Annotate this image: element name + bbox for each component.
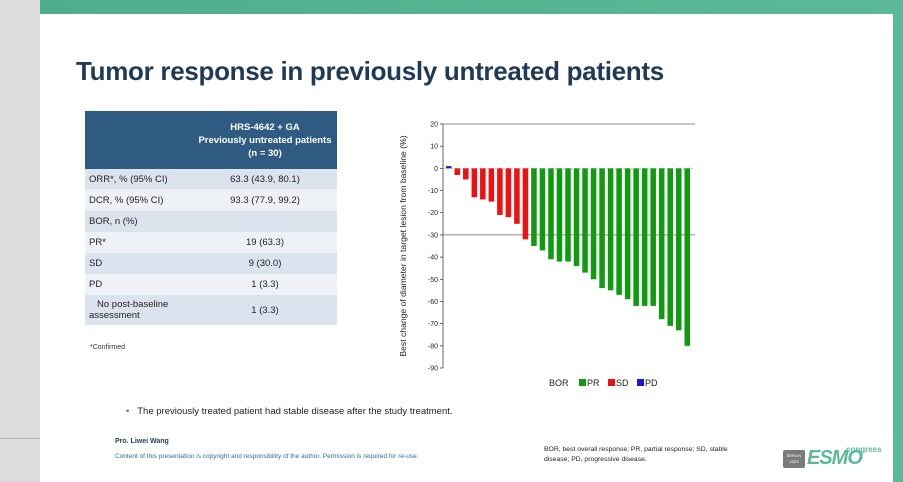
header-line-2: Previously untreated patients <box>198 134 332 146</box>
copyright-notice: Content of this presentation is copyrigh… <box>115 453 419 460</box>
left-panel <box>0 0 40 482</box>
bar <box>539 168 546 251</box>
logo-badge: BERLIN 2023 <box>783 450 805 468</box>
row-label: No post-baseline assessment <box>85 295 193 325</box>
bar <box>514 168 520 224</box>
row-label: BOR, n (%) <box>85 211 193 232</box>
bar <box>531 168 537 246</box>
y-tick-label: -90 <box>428 366 438 373</box>
response-table: HRS-4642 + GA Previously untreated patie… <box>85 111 337 325</box>
bullet-note: • The previously treated patient had sta… <box>126 406 453 417</box>
bullet-text: The previously treated patient had stabl… <box>137 406 453 417</box>
row-label: ORR*, % (95% CI) <box>85 169 193 189</box>
y-tick-label: -40 <box>428 255 438 262</box>
table-header-row: HRS-4642 + GA Previously untreated patie… <box>85 111 337 169</box>
bar <box>505 168 512 218</box>
bar <box>582 168 588 273</box>
table-footnote: *Confirmed <box>90 344 126 351</box>
table-row: BOR, n (%) <box>85 211 337 232</box>
bar <box>488 168 495 202</box>
bar <box>633 168 639 306</box>
table-header-blank <box>85 111 193 169</box>
bar <box>565 168 571 262</box>
bar <box>497 168 503 215</box>
row-value <box>193 211 337 232</box>
legend-swatch <box>608 379 615 386</box>
y-tick-label: -20 <box>428 210 438 217</box>
bar <box>556 168 563 262</box>
header-line-1: HRS-4642 + GA <box>230 121 300 133</box>
legend-label: SD <box>616 378 629 388</box>
waterfall-chart: Best change of diameter in target lesion… <box>398 122 695 388</box>
y-tick-label: -10 <box>428 188 438 195</box>
row-value: 63.3 (43.9, 80.1) <box>193 169 337 189</box>
y-tick-label: 0 <box>434 166 438 173</box>
legend-swatch <box>637 379 644 386</box>
y-tick-label: -60 <box>428 299 438 306</box>
row-value: 19 (63.3) <box>193 232 337 253</box>
row-value: 93.3 (77.9, 99.2) <box>193 189 337 211</box>
header-line-3: (n = 30) <box>248 147 282 159</box>
bar <box>573 168 580 266</box>
y-tick-label: 20 <box>430 122 438 129</box>
bar <box>607 168 614 291</box>
bar <box>590 168 597 280</box>
table-header-cell: HRS-4642 + GA Previously untreated patie… <box>193 111 337 169</box>
logo-suffix: congress <box>846 445 882 454</box>
legend-title: BOR <box>549 378 569 388</box>
bar <box>599 168 605 289</box>
row-label: PD <box>85 274 193 295</box>
slide-title: Tumor response in previously untreated p… <box>76 56 664 86</box>
row-label-line-2: assessment <box>89 310 140 321</box>
table-row: No post-baseline assessment 1 (3.3) <box>85 295 337 325</box>
y-tick-label: -50 <box>428 277 438 284</box>
bar <box>684 168 691 346</box>
legend-swatch <box>579 379 586 386</box>
row-value: 1 (3.3) <box>193 274 337 295</box>
table-row: PD 1 (3.3) <box>85 274 337 295</box>
bar <box>463 168 469 180</box>
bar <box>446 166 452 169</box>
bar <box>658 168 665 320</box>
row-value: 1 (3.3) <box>193 295 337 325</box>
bullet-icon: • <box>126 406 130 417</box>
bar <box>641 168 648 306</box>
y-axis-label: Best change of diameter in target lesion… <box>398 135 408 356</box>
y-tick-label: -30 <box>428 232 438 239</box>
bar <box>624 168 631 300</box>
bar <box>548 168 554 260</box>
table-row: SD 9 (30.0) <box>85 253 337 274</box>
table-row: PR* 19 (63.3) <box>85 232 337 253</box>
top-accent-bar <box>40 0 903 14</box>
bar <box>454 168 461 176</box>
logo-brand: ESMO <box>807 447 863 469</box>
y-tick-label: -70 <box>428 321 438 328</box>
bar <box>522 168 529 240</box>
bar <box>667 168 673 326</box>
row-label: DCR, % (95% CI) <box>85 189 193 211</box>
bar <box>480 168 486 200</box>
left-divider <box>0 438 40 439</box>
legend-label: PD <box>645 378 658 388</box>
bar <box>616 168 622 295</box>
row-label-line-1: No post-baseline <box>97 299 169 310</box>
abbreviations-note: BOR, best overall response; PR, partial … <box>544 446 728 463</box>
table-row: DCR, % (95% CI) 93.3 (77.9, 99.2) <box>85 189 337 211</box>
y-tick-label: -80 <box>428 343 438 350</box>
bar <box>650 168 656 306</box>
presenter-name: Pro. Liwei Wang <box>115 438 169 445</box>
row-value: 9 (30.0) <box>193 253 337 274</box>
bar <box>675 168 682 331</box>
row-label: PR* <box>85 232 193 253</box>
right-accent-bar <box>893 14 903 482</box>
legend-label: PR <box>587 378 600 388</box>
esmo-logo: BERLIN 2023 ESMO congress <box>783 445 882 473</box>
row-label: SD <box>85 253 193 274</box>
y-tick-label: 10 <box>430 144 438 151</box>
bar <box>471 168 478 198</box>
table-row: ORR*, % (95% CI) 63.3 (43.9, 80.1) <box>85 169 337 189</box>
